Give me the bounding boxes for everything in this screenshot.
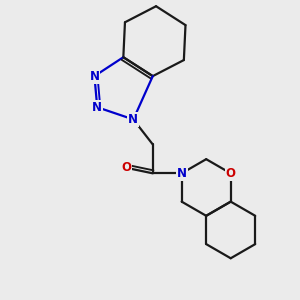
Text: N: N [92, 101, 102, 114]
Text: O: O [226, 167, 236, 180]
Text: O: O [121, 161, 131, 174]
Text: N: N [177, 167, 187, 180]
Text: N: N [128, 113, 138, 126]
Text: N: N [89, 70, 99, 83]
